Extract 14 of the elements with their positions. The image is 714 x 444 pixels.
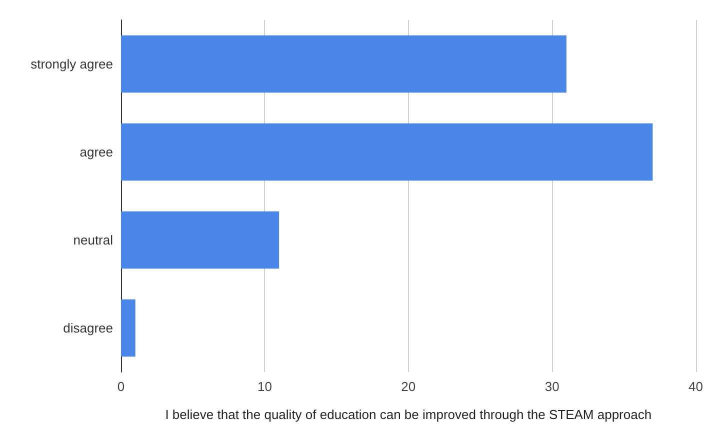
bar	[121, 211, 280, 269]
bar	[121, 299, 136, 357]
x-tick-label: 0	[117, 379, 125, 394]
x-tick-label: 40	[688, 379, 704, 394]
x-tick-label: 20	[401, 379, 416, 394]
x-tick-label: 30	[544, 379, 560, 394]
bar	[121, 35, 566, 93]
y-tick-label: neutral	[73, 232, 114, 248]
x-axis-title: I believe that the quality of education can be improved through the STEAM approach	[165, 407, 652, 422]
y-tick-label: disagree	[63, 320, 113, 336]
bar	[121, 123, 653, 181]
y-tick-label: agree	[80, 144, 113, 160]
y-tick-label: strongly agree	[30, 56, 113, 72]
x-tick-label: 10	[257, 379, 272, 394]
